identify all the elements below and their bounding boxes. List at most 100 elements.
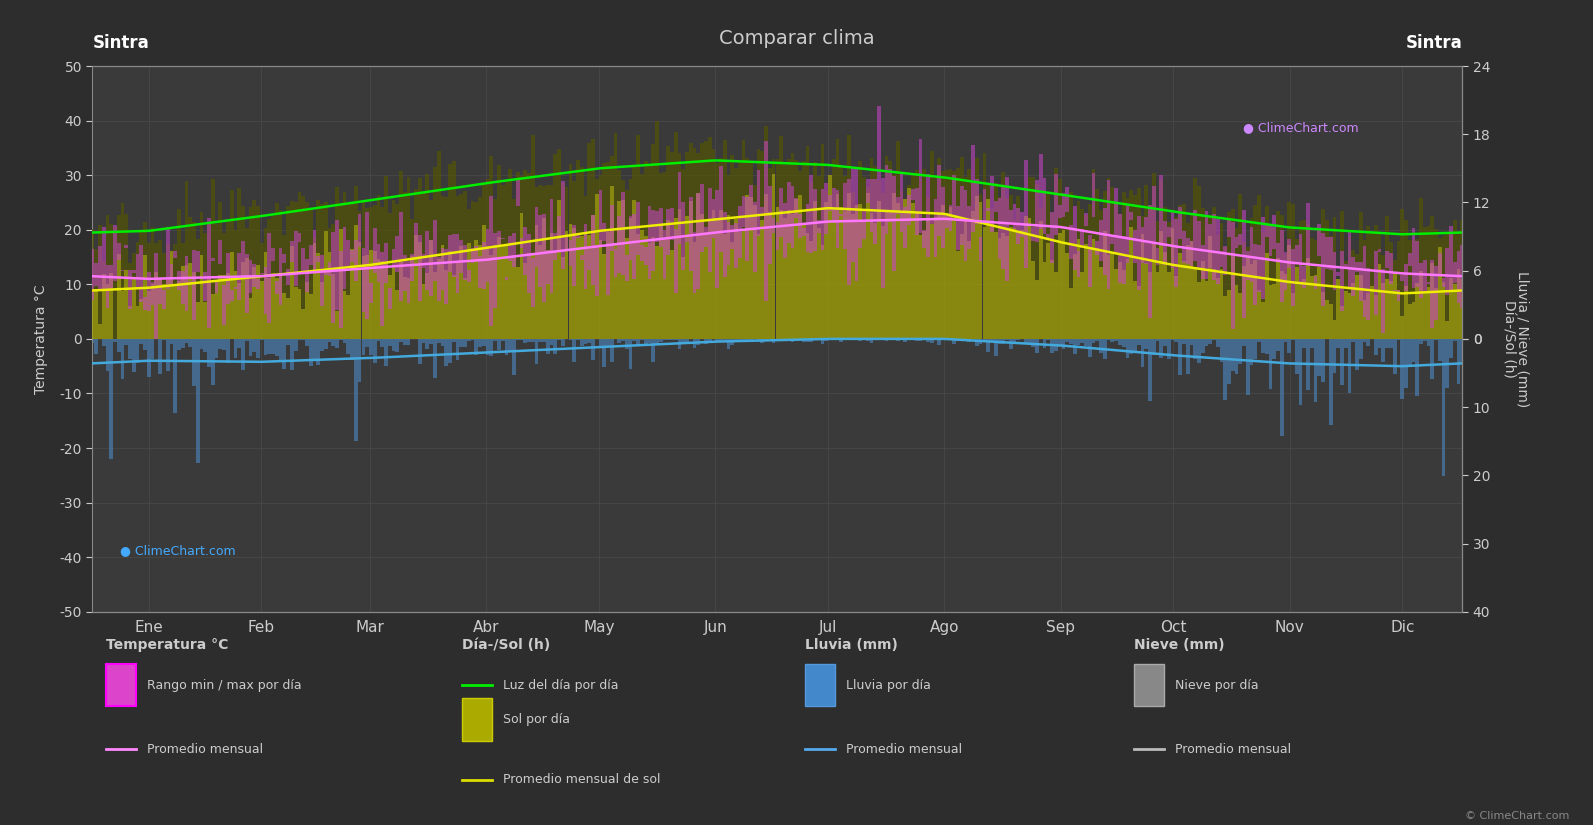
Bar: [1091, 239, 1096, 339]
Bar: [1149, 339, 1152, 401]
Bar: [425, 273, 429, 339]
Bar: [809, 175, 812, 253]
Bar: [742, 196, 746, 227]
Bar: [1179, 253, 1182, 339]
Bar: [1356, 339, 1359, 370]
Bar: [734, 339, 738, 342]
Bar: [618, 170, 621, 201]
Bar: [607, 230, 610, 295]
Bar: [771, 218, 776, 233]
Bar: [140, 231, 143, 299]
Bar: [840, 214, 843, 216]
Bar: [1332, 339, 1337, 373]
Bar: [524, 263, 527, 339]
Bar: [530, 258, 535, 307]
Bar: [478, 339, 483, 347]
Bar: [414, 189, 417, 234]
Bar: [276, 339, 279, 356]
Bar: [1013, 220, 1016, 229]
Bar: [1137, 216, 1141, 290]
Bar: [486, 339, 489, 355]
Bar: [1182, 262, 1185, 339]
Bar: [1292, 204, 1295, 294]
Bar: [365, 339, 370, 347]
Bar: [362, 339, 365, 355]
Bar: [1227, 219, 1231, 238]
Bar: [636, 339, 640, 346]
Bar: [1370, 233, 1373, 285]
Bar: [859, 339, 862, 341]
Bar: [1193, 267, 1196, 339]
Bar: [1268, 225, 1273, 285]
Bar: [456, 234, 459, 293]
Bar: [801, 229, 806, 236]
Bar: [1397, 242, 1400, 290]
Bar: [779, 210, 784, 339]
Bar: [207, 339, 210, 366]
Bar: [384, 177, 387, 264]
Bar: [983, 190, 986, 222]
Bar: [1099, 267, 1102, 339]
Bar: [994, 183, 997, 232]
Bar: [459, 339, 464, 346]
Bar: [550, 233, 553, 339]
Bar: [566, 186, 569, 230]
Bar: [1453, 262, 1456, 284]
Bar: [162, 290, 166, 309]
Bar: [553, 233, 558, 260]
Bar: [1292, 339, 1295, 340]
Bar: [1231, 209, 1235, 253]
Bar: [644, 162, 647, 236]
Bar: [245, 228, 249, 257]
Bar: [704, 233, 707, 339]
Bar: [182, 266, 185, 339]
Bar: [1035, 180, 1039, 242]
Bar: [436, 339, 441, 343]
Bar: [930, 152, 933, 224]
Bar: [143, 222, 147, 255]
Bar: [820, 144, 825, 245]
Bar: [223, 233, 226, 275]
Bar: [218, 240, 223, 264]
Bar: [1016, 339, 1020, 340]
Bar: [1215, 278, 1220, 339]
Bar: [464, 244, 467, 280]
Bar: [448, 339, 452, 363]
Bar: [452, 161, 456, 276]
Bar: [151, 284, 155, 339]
Bar: [884, 165, 889, 234]
Bar: [1378, 232, 1381, 264]
Bar: [342, 339, 346, 343]
Bar: [441, 196, 444, 245]
Bar: [1058, 179, 1061, 233]
Bar: [1091, 169, 1096, 239]
Bar: [290, 339, 293, 370]
Bar: [519, 238, 524, 248]
Bar: [1265, 253, 1268, 339]
Bar: [210, 295, 215, 339]
Bar: [836, 139, 840, 195]
Bar: [127, 270, 132, 309]
Bar: [110, 265, 113, 291]
Bar: [483, 225, 486, 339]
Bar: [1058, 205, 1061, 218]
Bar: [956, 339, 961, 342]
Bar: [1072, 339, 1077, 354]
Bar: [1427, 226, 1431, 287]
Bar: [151, 227, 155, 284]
Bar: [1273, 214, 1276, 249]
Bar: [113, 339, 116, 342]
Bar: [470, 250, 475, 339]
Bar: [817, 220, 820, 233]
Bar: [185, 257, 188, 311]
Bar: [644, 339, 647, 345]
Bar: [1438, 252, 1442, 275]
Bar: [1215, 235, 1220, 278]
Bar: [320, 282, 323, 339]
Bar: [607, 162, 610, 232]
Bar: [1171, 339, 1174, 340]
Bar: [530, 339, 535, 342]
Bar: [685, 216, 688, 339]
Bar: [961, 158, 964, 234]
Bar: [193, 251, 196, 320]
